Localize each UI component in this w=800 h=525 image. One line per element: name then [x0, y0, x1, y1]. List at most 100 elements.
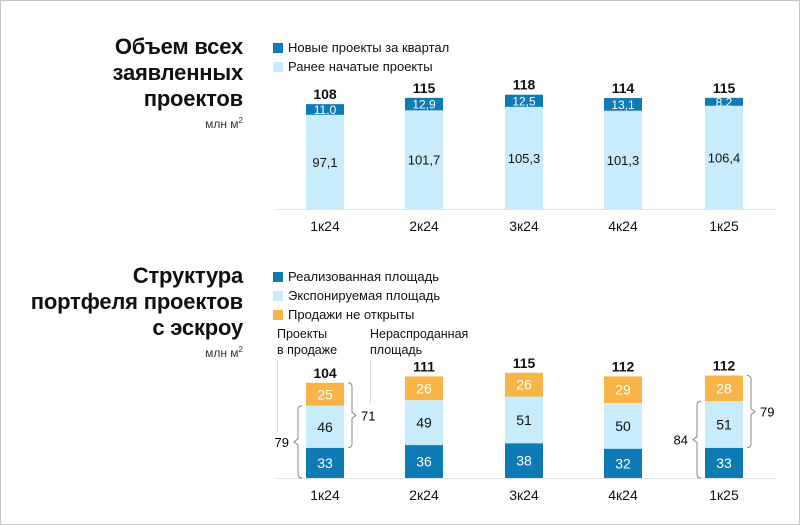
x-tick-label: 1к25	[709, 218, 739, 234]
bottom-legend: Реализованная площадь Экспонируемая площ…	[273, 267, 440, 324]
data-label-exposed: 51	[516, 412, 532, 428]
data-label-exposed: 51	[716, 416, 732, 432]
data-label-sold: 33	[716, 455, 732, 471]
bar-exposed	[604, 402, 642, 449]
bar-earlier-projects	[405, 110, 443, 209]
title-line: портфеля проектов	[30, 289, 243, 314]
brace-last-left-value: 84	[674, 433, 688, 448]
title-line: заявленных	[112, 60, 244, 85]
brace-first-right	[347, 382, 357, 449]
brace-last-right-value: 79	[760, 405, 774, 420]
x-tick-label: 4к24	[608, 218, 638, 234]
bar-not-opened	[705, 375, 743, 402]
annotation-line: площадь	[370, 343, 423, 357]
legend-label: Реализованная площадь	[288, 269, 439, 284]
x-tick-label: 2к24	[409, 487, 439, 503]
legend-item-new-projects: Новые проекты за квартал	[273, 38, 449, 57]
annotation-line: в продаже	[277, 343, 338, 357]
data-label-sold: 38	[516, 453, 532, 469]
total-label: 112	[612, 358, 635, 374]
top-chart-title: Объем всех заявленных проектов	[112, 34, 244, 112]
data-label-earlier-projects: 105,3	[508, 151, 541, 166]
bar-new-projects	[505, 94, 543, 107]
bar-earlier-projects	[505, 106, 543, 209]
unit-sup: 2	[238, 345, 243, 354]
bar-new-projects	[705, 97, 743, 106]
x-tick-label: 1к24	[310, 487, 340, 503]
legend-label: Продажи не открыты	[288, 307, 415, 322]
data-label-not-opened: 29	[615, 382, 631, 398]
data-label-earlier-projects: 101,3	[607, 153, 640, 168]
bar-sold	[306, 447, 344, 478]
bar-exposed	[306, 405, 344, 448]
total-label: 104	[313, 365, 337, 381]
brace-first-right-value: 71	[361, 408, 375, 423]
legend-swatch	[273, 42, 283, 53]
data-label-not-opened: 26	[416, 380, 432, 396]
data-label-exposed: 50	[615, 418, 631, 434]
data-label-not-opened: 25	[317, 386, 333, 402]
bar-new-projects	[604, 98, 642, 111]
x-tick-label: 4к24	[608, 487, 638, 503]
top-legend: Новые проекты за квартал Ранее начатые п…	[273, 38, 449, 76]
data-label-new-projects: 11,0	[314, 103, 337, 117]
title-line: Структура	[132, 263, 243, 288]
legend-item-earlier-projects: Ранее начатые проекты	[273, 57, 449, 76]
bottom-chart: 33 46 25 104 1к24 36 49 26 111 2к24 38 51 26 115 3к24 3…	[275, 355, 775, 503]
title-line: Объем всех	[114, 34, 243, 59]
annotation-projects-on-sale: Проекты в продаже	[277, 326, 337, 358]
data-label-sold: 36	[416, 454, 432, 470]
bottom-chart-title: Структура портфеля проектов с эскроу	[31, 263, 243, 341]
brace-last-right	[746, 375, 756, 449]
legend-swatch	[273, 271, 283, 282]
data-label-exposed: 46	[317, 419, 333, 435]
annotation-unsold-area: Нераспроданная площадь	[370, 326, 468, 358]
legend-item-sold: Реализованная площадь	[273, 267, 440, 286]
bar-new-projects	[405, 97, 443, 111]
data-label-exposed: 49	[416, 415, 432, 431]
top-unit-label: млн м2	[205, 116, 243, 131]
total-label: 114	[612, 80, 635, 96]
bar-sold	[604, 448, 642, 478]
data-label-new-projects: 13,1	[611, 98, 635, 112]
legend-swatch	[273, 309, 283, 320]
x-tick-label: 1к25	[709, 487, 739, 503]
data-label-new-projects: 12,9	[412, 98, 436, 112]
data-label-sold: 32	[615, 455, 631, 471]
total-label: 115	[413, 80, 436, 96]
title-line: проектов	[143, 86, 243, 111]
total-label: 118	[513, 77, 536, 93]
unit-text: млн м	[205, 117, 239, 131]
data-label-new-projects: 12,5	[512, 94, 536, 108]
legend-label: Экспонируемая площадь	[288, 288, 441, 303]
brace-first-left-value: 79	[275, 435, 289, 450]
x-tick-label: 2к24	[409, 218, 439, 234]
brace-first-left	[293, 405, 303, 479]
legend-item-not-opened: Продажи не открыты	[273, 305, 440, 324]
unit-sup: 2	[238, 116, 243, 125]
data-label-earlier-projects: 106,4	[708, 150, 741, 165]
bar-sold	[505, 443, 543, 478]
data-label-not-opened: 26	[516, 377, 532, 393]
legend-swatch	[273, 290, 283, 301]
brace-last-left	[692, 400, 702, 479]
data-label-new-projects: 8,2	[716, 95, 733, 109]
bar-exposed	[505, 396, 543, 444]
data-label-earlier-projects: 101,7	[408, 153, 441, 168]
title-line: с эскроу	[152, 315, 243, 340]
bar-exposed	[405, 400, 443, 446]
bar-sold	[405, 445, 443, 478]
legend-label: Ранее начатые проекты	[288, 59, 433, 74]
data-label-earlier-projects: 97,1	[312, 155, 337, 170]
brace-annotations: 79 71 84 79	[275, 360, 774, 479]
unit-text: млн м	[205, 346, 239, 360]
legend-label: Новые проекты за квартал	[288, 40, 450, 55]
bar-earlier-projects	[306, 114, 344, 209]
annotation-line: Нераспроданная	[370, 327, 469, 341]
x-tick-label: 3к24	[509, 218, 539, 234]
bar-not-opened	[604, 376, 642, 403]
data-label-not-opened: 28	[716, 380, 732, 396]
bar-sold	[705, 447, 743, 478]
